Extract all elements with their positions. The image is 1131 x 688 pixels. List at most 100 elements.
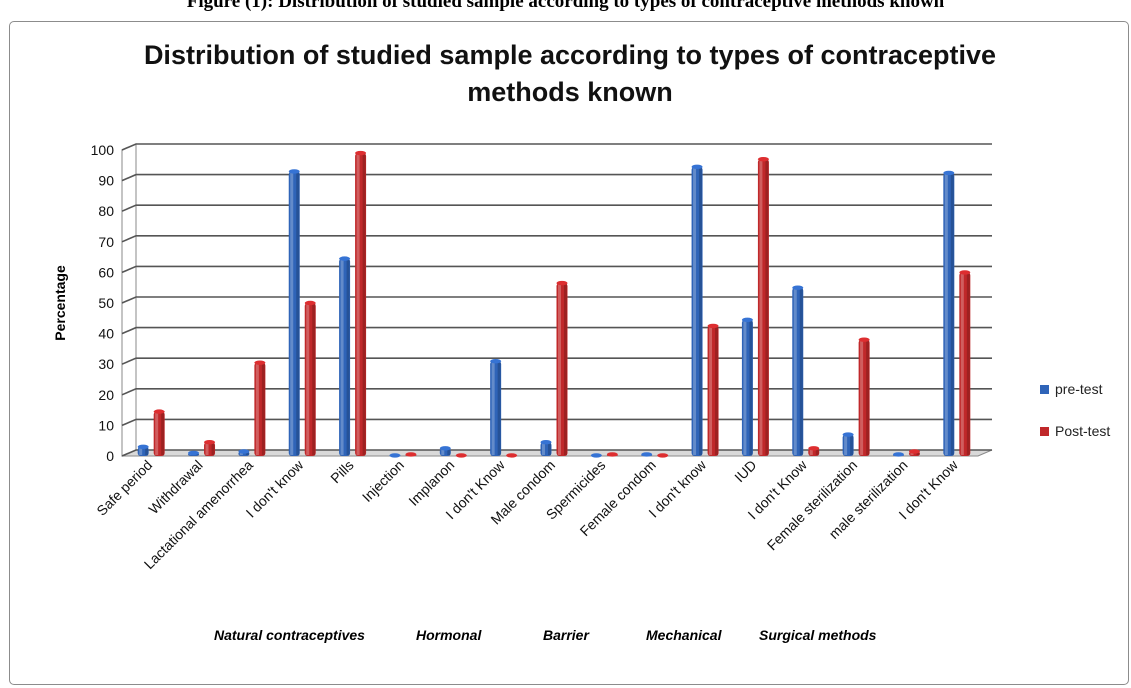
pre-test-bar-highlight [793,288,797,455]
pre-test-bar-highlight [340,259,344,455]
post-test-bar-shade [564,284,567,455]
post-test-bar-shade [866,340,870,455]
x-tick-label-5: Injection [359,457,407,505]
y-tick-label: 100 [91,142,115,158]
pre-test-bar-highlight [239,452,243,455]
group-label-natural: Natural contraceptives [214,627,365,643]
pre-test-bar-highlight [693,167,697,455]
pre-test-bar-shade [497,362,501,455]
post-test-bar-cap [908,449,920,454]
post-test-bar-14 [858,337,870,456]
post-test-bar-shade [916,452,920,455]
gridline [121,449,992,457]
legend-item-post-test: Post-test [1040,420,1110,442]
pre-test-bar-shade [699,167,703,455]
pre-test-bar-highlight [491,362,495,455]
y-axis-title: Percentage [52,265,68,341]
post-test-bar-7 [506,453,518,458]
pre-test-bar-10 [641,452,653,457]
pre-test-bar-shade [850,435,854,455]
pre-test-bar-cap [641,452,653,457]
pre-test-bar-2 [238,449,250,456]
pre-test-bar-shade [296,172,300,456]
pre-test-bar-shade [799,288,803,455]
post-test-bar-cap [304,300,316,306]
pre-test-bar-cap [188,450,200,456]
group-label-hormonal: Hormonal [416,627,482,643]
post-test-bar-shade [161,412,165,455]
post-test-bar-highlight [759,160,763,455]
post-test-bar-shade [815,449,819,455]
post-test-bar-highlight [809,449,813,455]
post-test-bar-cap [254,360,266,365]
pre-test-bar-highlight [844,435,848,455]
pre-test-bar-cap [439,446,451,451]
pre-test-bar-cap [238,449,250,454]
post-test-bar-highlight [910,452,914,455]
post-test-bar-cap [707,323,719,329]
group-label-mechanical: Mechanical [646,627,722,643]
post-test-bar-13 [808,446,820,456]
pre-test-bar-highlight [944,173,948,455]
gridline [121,418,992,427]
pre-test-bar-0 [137,444,149,456]
post-test-bar-cap [455,453,467,458]
y-tick-label: 40 [98,326,114,342]
pre-test-bar-7 [490,358,502,456]
y-tick-label: 30 [98,356,114,372]
post-test-bar-cap [959,270,971,275]
post-test-bar-cap [606,452,618,457]
pre-test-bar-shade [145,447,149,455]
pre-test-bar-16 [943,170,955,456]
gridline [121,296,992,304]
pre-test-bar-highlight [290,172,294,456]
pre-test-bar-9 [590,453,602,458]
group-label-surgical: Surgical methods [759,627,877,643]
post-test-bar-shade [362,154,366,455]
post-test-bar-cap [355,150,367,156]
post-test-bar-1 [204,440,216,456]
pre-test-bar-11 [691,164,703,456]
post-test-bar-highlight [205,443,209,455]
pre-test-bar-cap [691,164,703,170]
post-test-bar-cap [153,409,165,414]
post-test-bar-9 [606,452,618,457]
pre-test-bar-cap [842,432,854,437]
figure-caption: Figure (1): Distribution of studied samp… [186,0,945,12]
gridline [121,204,992,212]
pre-test-bar-cap [741,317,753,323]
pre-test-bar-shade [749,320,753,455]
pre-test-bar-cap [288,169,300,174]
y-tick-label: 0 [106,448,114,464]
x-tick-label-12: IUD [731,457,759,485]
post-test-bar-shade [966,273,970,455]
y-tick-label: 60 [98,264,114,280]
pre-test-bar-cap [943,170,955,176]
post-test-bar-3 [304,300,316,456]
pre-test-bar-shade [447,449,451,455]
post-test-bar-12 [757,156,769,456]
post-test-bar-highlight [558,284,561,455]
post-test-bar-15 [908,449,920,456]
gridline [121,387,992,396]
gridline [121,143,992,151]
pre-test-bar-shade [346,259,350,455]
pre-test-bar-highlight [441,449,445,455]
post-test-bar-highlight [306,304,310,455]
gridline [121,326,992,335]
post-test-bar-shade [715,326,719,455]
post-test-bar-highlight [155,412,159,455]
pre-test-bar-4 [339,256,351,456]
post-test-bar-cap [657,453,669,458]
post-test-bar-shade [261,363,265,455]
y-tick-label: 90 [98,173,114,189]
legend: pre-test Post-test [1040,378,1110,462]
pre-test-bar-15 [892,452,904,457]
post-test-bar-highlight [255,363,259,455]
post-test-bar-cap [204,440,216,445]
y-tick-label: 80 [98,203,114,219]
pre-test-bar-cap [389,453,401,458]
post-test-bar-cap [506,453,518,458]
y-tick-label: 10 [98,417,114,433]
pre-test-bar-highlight [139,447,143,455]
